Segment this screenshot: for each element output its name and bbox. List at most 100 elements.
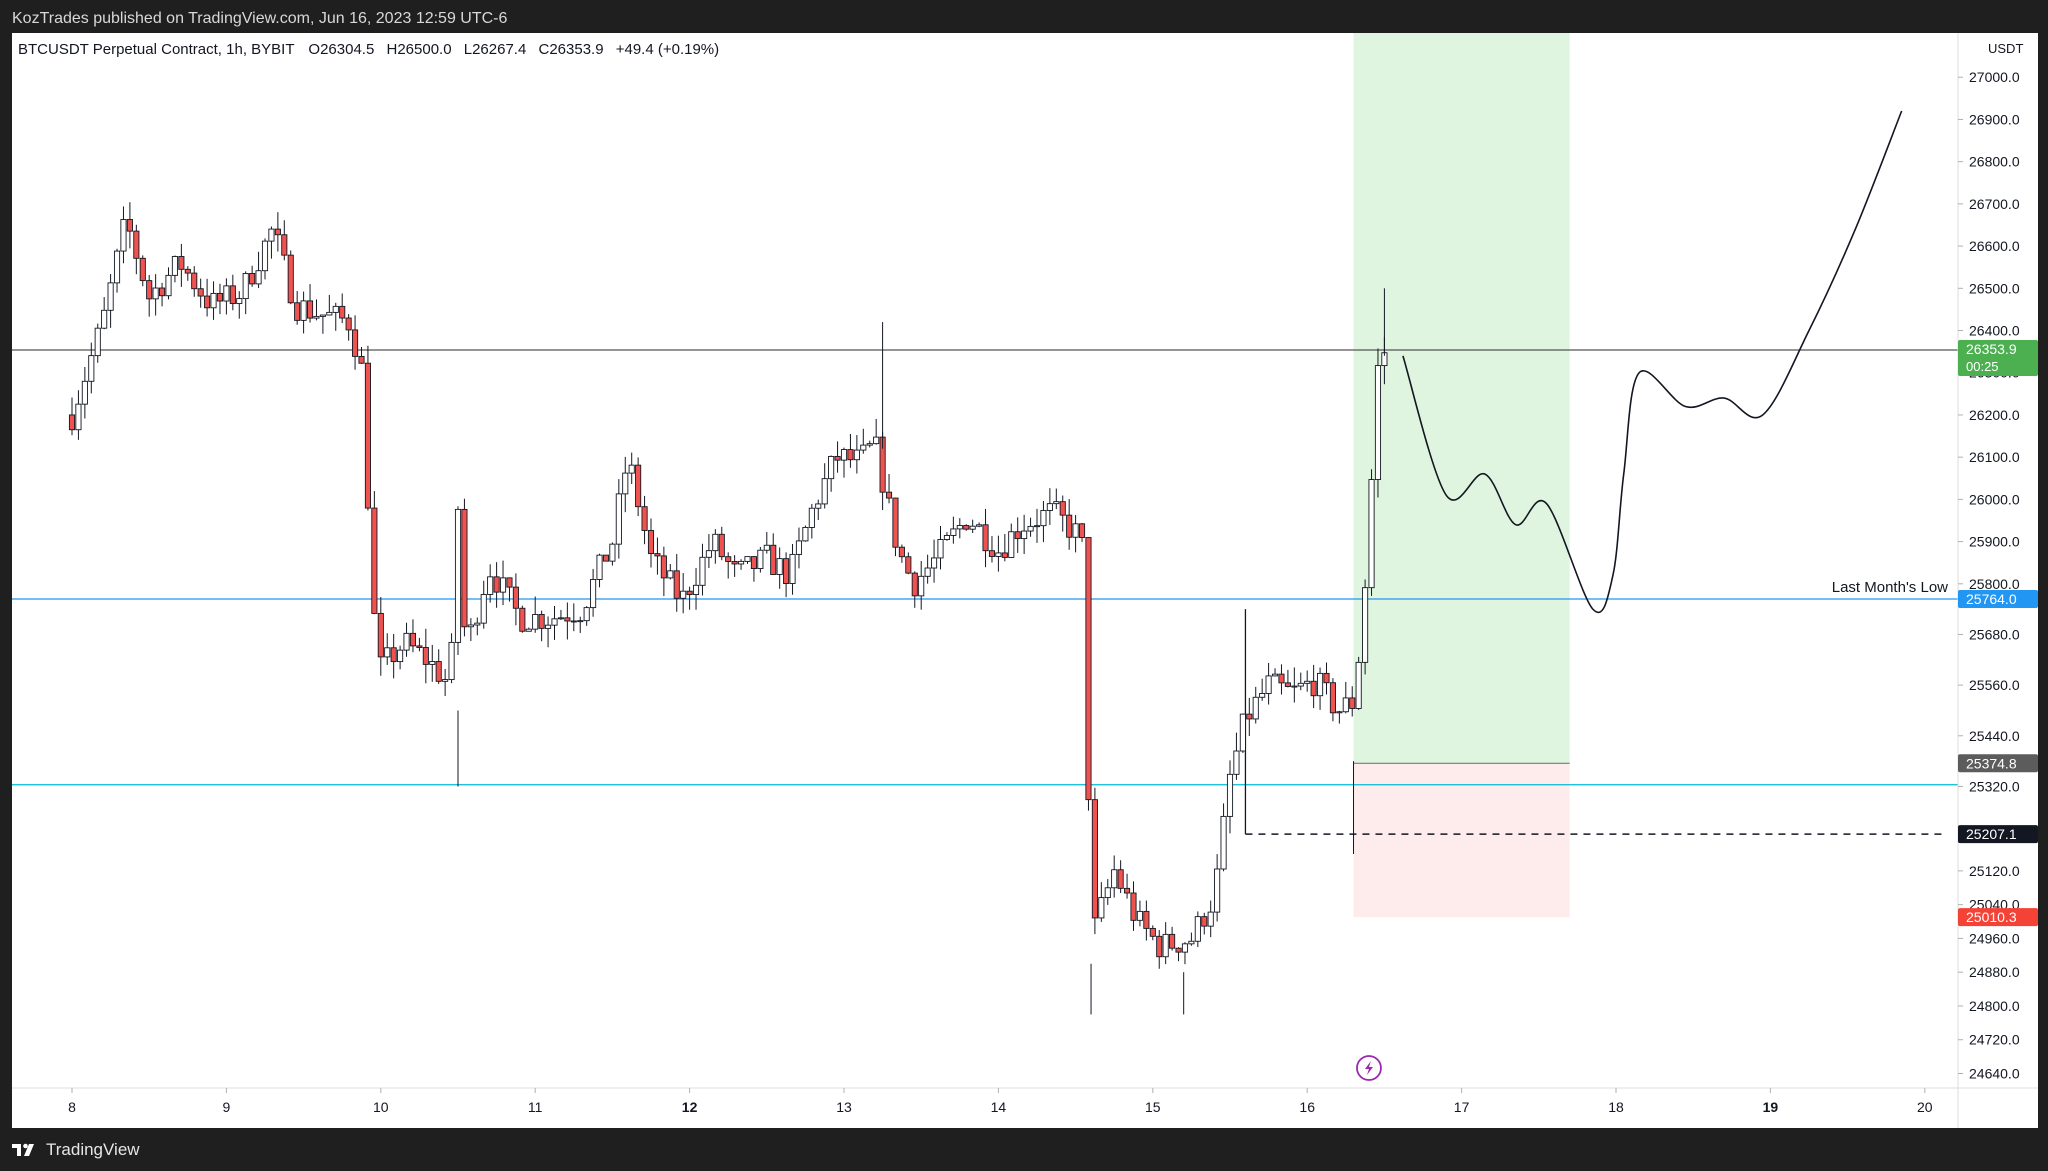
candle-body	[1143, 910, 1150, 929]
candle-body	[557, 617, 564, 620]
candle-156	[1072, 514, 1079, 553]
candle-body	[120, 219, 127, 252]
candle-164	[1124, 873, 1131, 899]
candle-67	[499, 560, 507, 606]
candle-body	[667, 570, 674, 579]
y-tick-label: 25560.0	[1969, 677, 2020, 693]
x-tick-label: 18	[1608, 1099, 1624, 1115]
axes: 24640.024720.024800.024880.024960.025040…	[12, 33, 2038, 1128]
footer[interactable]: TradingView	[12, 1138, 140, 1162]
candle-body	[776, 558, 783, 575]
candle-106	[750, 556, 757, 582]
candle-163	[1117, 860, 1124, 894]
candle-137	[950, 516, 957, 544]
candle-57	[435, 649, 442, 684]
candle-body	[75, 403, 82, 431]
stop-loss-label: 25010.3	[1958, 908, 2038, 927]
candle-body	[255, 270, 262, 285]
candle-141	[976, 522, 983, 528]
candle-body	[1124, 887, 1131, 894]
candle-152	[1046, 488, 1053, 525]
candle-173	[1181, 942, 1189, 965]
candle-26	[236, 291, 243, 319]
candle-body	[1149, 927, 1156, 937]
candle-116	[815, 499, 822, 521]
candle-51	[397, 645, 404, 670]
candle-body	[1271, 673, 1279, 677]
candle-body	[1329, 682, 1336, 714]
candle-132	[918, 560, 925, 610]
candle-50	[390, 633, 397, 679]
chart-panel[interactable]: Last Month's Low 24640.0 24720.0 24800.0 24…	[12, 33, 2038, 1128]
loss-zone	[1353, 763, 1570, 918]
position-zones	[1353, 33, 1570, 918]
candle-7	[113, 248, 121, 293]
candle-body	[1059, 501, 1066, 516]
candle-111	[783, 552, 790, 598]
candle-body	[1246, 713, 1253, 720]
candle-body	[725, 556, 732, 562]
candle-31	[268, 226, 275, 259]
candle-body	[1162, 933, 1169, 958]
candle-203	[1374, 348, 1382, 498]
candle-body	[1194, 916, 1201, 942]
y-tick-label: 26900.0	[1969, 111, 2020, 127]
candle-14	[159, 282, 166, 307]
candle-150	[1033, 508, 1041, 543]
price-label-text: 25374.8	[1966, 755, 2017, 771]
target-entry-label: 25374.8	[1958, 754, 2038, 773]
candle-body	[487, 576, 494, 595]
candle-158	[1085, 537, 1092, 811]
candle-body	[744, 556, 751, 562]
candle-79	[577, 616, 584, 633]
candle-179	[1220, 803, 1227, 872]
candle-176	[1201, 912, 1208, 935]
candle-109	[770, 533, 777, 575]
y-tick-label: 26200.0	[1969, 407, 2020, 423]
x-tick-label: 16	[1299, 1099, 1315, 1115]
candle-44	[352, 315, 359, 370]
candle-81	[590, 568, 597, 617]
candle-47	[371, 491, 378, 615]
candle-body	[718, 533, 725, 558]
candle-body	[165, 274, 172, 297]
candle-body	[1098, 897, 1105, 919]
candle-body	[956, 525, 963, 530]
candle-body	[564, 617, 571, 622]
candle-143	[988, 536, 996, 563]
candle-body	[474, 622, 481, 626]
candle-38	[313, 299, 320, 321]
candle-body	[795, 540, 803, 555]
symbol-legend[interactable]: BTCUSDT Perpetual Contract, 1h, BYBIT O2…	[18, 41, 719, 58]
x-tick-label: 8	[68, 1099, 76, 1115]
candle-body	[1053, 501, 1060, 505]
candle-189	[1284, 669, 1291, 688]
price-chart[interactable]: Last Month's Low 24640.0 24720.0 24800.0 24…	[12, 33, 2038, 1128]
published-info: KozTrades published on TradingView.com, …	[12, 10, 508, 27]
candle-180	[1226, 760, 1234, 834]
candle-body	[635, 464, 642, 508]
candle-136	[943, 532, 950, 541]
candle-body	[647, 530, 655, 555]
candle-body	[1374, 365, 1382, 481]
candle-body	[216, 292, 224, 302]
candle-body	[1265, 675, 1272, 694]
candle-body	[287, 254, 294, 304]
candle-171	[1169, 926, 1176, 951]
candle-body	[467, 624, 474, 628]
candle-body	[1323, 672, 1330, 684]
candle-114	[802, 525, 809, 542]
open-value: 26304.5	[320, 41, 374, 58]
candle-body	[692, 584, 700, 596]
candle-186	[1265, 662, 1272, 705]
candle-body	[943, 535, 950, 540]
candle-98	[699, 543, 706, 596]
candle-39	[319, 314, 326, 334]
candle-85	[615, 479, 622, 559]
y-tick-label: 27000.0	[1969, 69, 2020, 85]
candle-147	[1014, 517, 1021, 553]
candle-body	[686, 590, 693, 596]
candle-96	[686, 586, 693, 610]
candle-body	[506, 577, 513, 588]
candle-body	[1355, 661, 1362, 709]
